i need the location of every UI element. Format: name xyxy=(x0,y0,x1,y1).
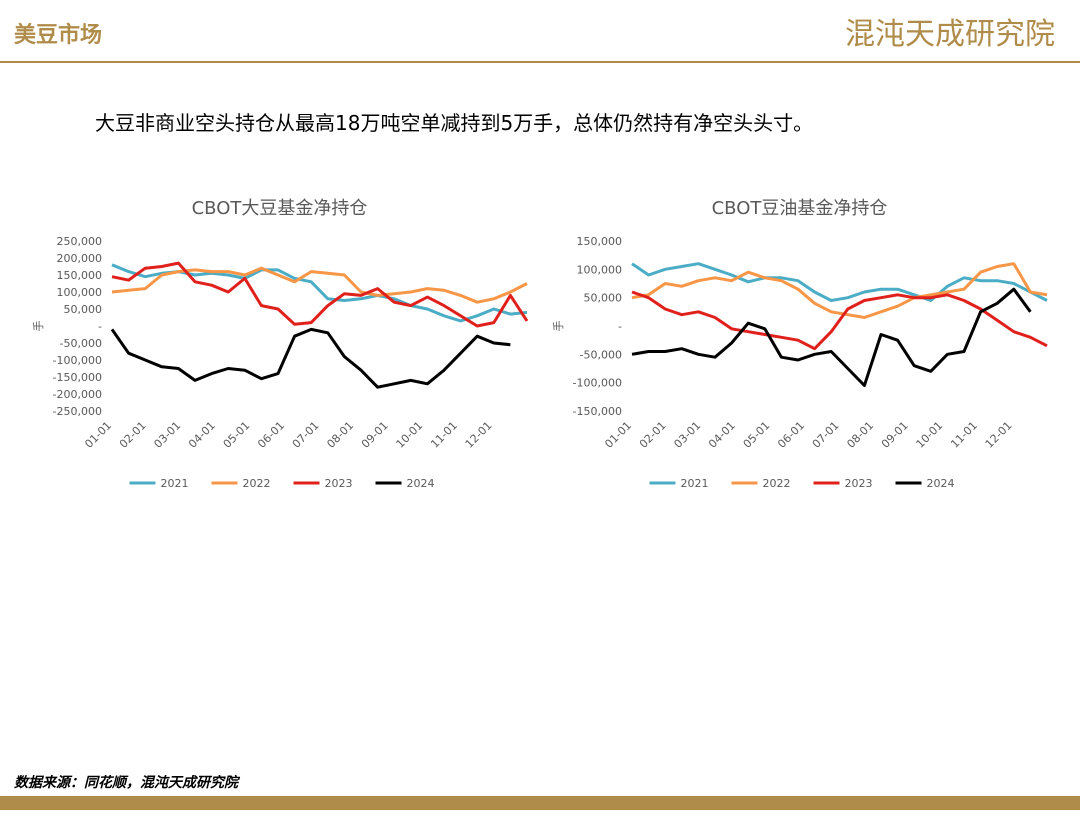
x-tick-label: 10-01 xyxy=(914,419,946,451)
legend-label: 2024 xyxy=(407,477,435,490)
x-tick-label: 03-01 xyxy=(151,419,183,451)
legend-label: 2024 xyxy=(927,477,955,490)
y-tick-label: -250,000 xyxy=(53,405,102,418)
series-line xyxy=(111,266,528,304)
description: 大豆非商业空头持仓从最高18万吨空单减持到5万手，总体仍然持有净空头头寸。 xyxy=(95,111,813,135)
x-tick-label: 05-01 xyxy=(221,419,253,451)
y-tick-label: 200,000 xyxy=(57,252,103,265)
x-tick-label: 09-01 xyxy=(359,419,391,451)
x-tick-label: 09-01 xyxy=(879,419,911,451)
y-tick-label: - xyxy=(98,320,102,333)
y-tick-label: 50,000 xyxy=(64,303,103,316)
y-tick-label: -50,000 xyxy=(60,337,102,350)
footer-bar xyxy=(0,796,1080,810)
y-tick-label: -150,000 xyxy=(53,371,102,384)
y-tick-label: 100,000 xyxy=(57,286,103,299)
x-tick-label: 12-01 xyxy=(983,419,1015,451)
x-tick-label: 01-01 xyxy=(602,419,634,451)
y-tick-label: 50,000 xyxy=(584,292,623,305)
series-line xyxy=(631,262,1048,319)
x-tick-label: 07-01 xyxy=(810,419,842,451)
y-tick-label: -100,000 xyxy=(573,377,622,390)
x-tick-label: 06-01 xyxy=(255,419,287,451)
chart-title: CBOT豆油基金净持仓 xyxy=(712,198,888,219)
y-tick-label: 150,000 xyxy=(57,269,103,282)
y-tick-label: 250,000 xyxy=(57,235,103,248)
chart-title: CBOT大豆基金净持仓 xyxy=(192,198,368,219)
x-tick-label: 11-01 xyxy=(428,419,460,451)
legend-label: 2023 xyxy=(845,477,873,490)
x-tick-label: 04-01 xyxy=(706,419,738,451)
y-axis-label: 手 xyxy=(551,321,565,332)
x-tick-label: 04-01 xyxy=(186,419,218,451)
x-tick-label: 12-01 xyxy=(463,419,495,451)
y-tick-label: -50,000 xyxy=(580,348,622,361)
y-tick-label: -150,000 xyxy=(573,405,622,418)
y-tick-label: -200,000 xyxy=(53,388,102,401)
series-line xyxy=(111,261,529,328)
y-axis-label: 手 xyxy=(31,321,45,332)
x-tick-label: 07-01 xyxy=(290,419,322,451)
y-tick-label: -100,000 xyxy=(53,354,102,367)
series-line xyxy=(110,327,511,389)
source: 数据来源：同花顺，混沌天成研究院 xyxy=(14,774,241,791)
legend-label: 2022 xyxy=(763,477,791,490)
x-tick-label: 08-01 xyxy=(844,419,876,451)
x-tick-label: 01-01 xyxy=(82,419,114,451)
y-tick-label: 150,000 xyxy=(577,235,623,248)
legend-label: 2022 xyxy=(243,477,271,490)
legend-label: 2023 xyxy=(325,477,353,490)
x-tick-label: 10-01 xyxy=(394,419,426,451)
x-tick-label: 08-01 xyxy=(324,419,356,451)
x-tick-label: 02-01 xyxy=(117,419,149,451)
x-tick-label: 05-01 xyxy=(741,419,773,451)
series-line xyxy=(631,290,1048,351)
series-line xyxy=(631,287,1032,387)
y-tick-label: 100,000 xyxy=(577,263,623,276)
header-title: 美豆市场 xyxy=(14,22,102,48)
x-tick-label: 06-01 xyxy=(775,419,807,451)
legend-label: 2021 xyxy=(161,477,189,490)
x-tick-label: 03-01 xyxy=(671,419,703,451)
logo: 混沌天成研究院 xyxy=(845,17,1055,52)
y-tick-label: - xyxy=(618,320,622,333)
series-line xyxy=(631,262,1048,302)
x-tick-label: 02-01 xyxy=(637,419,669,451)
legend-label: 2021 xyxy=(681,477,709,490)
x-tick-label: 11-01 xyxy=(948,419,980,451)
